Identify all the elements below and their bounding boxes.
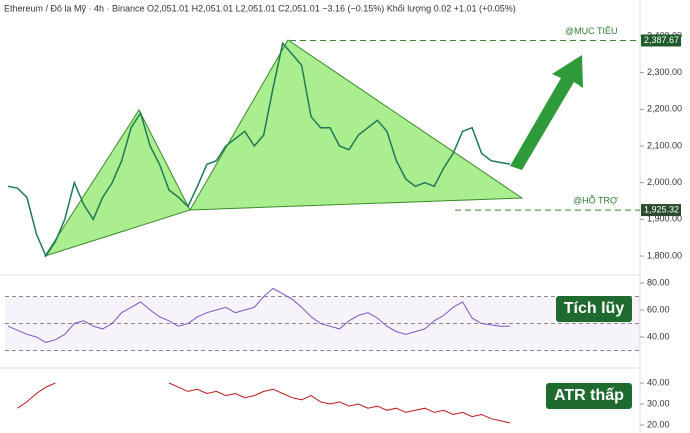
- y-tick-label: 1,800.00: [647, 250, 682, 260]
- y-tick-label: 1,900.00: [647, 214, 682, 224]
- annotation-box: [546, 383, 632, 409]
- series-line: [17, 382, 511, 424]
- y-tick-label: 2,300.00: [647, 67, 682, 77]
- series-line: [7, 287, 510, 343]
- price-box: [641, 34, 681, 47]
- y-tick-label: 30.00: [647, 398, 670, 408]
- price-line-name: @MỤC TIÊU: [565, 26, 617, 36]
- y-tick-label: 60.00: [647, 304, 670, 314]
- target-arrow: [510, 55, 583, 170]
- pattern-triangle: [43, 108, 191, 257]
- y-tick-label: 2,000.00: [647, 177, 682, 187]
- header: Ethereum / Đô la Mỹ · 4h · Binance O2,05…: [4, 3, 516, 13]
- y-tick-label: 40.00: [647, 377, 670, 387]
- price-label: 2,387.67: [644, 35, 679, 45]
- price-box: [641, 204, 681, 217]
- y-tick-label: 80.00: [647, 277, 670, 287]
- pattern-triangle: [189, 39, 524, 211]
- price-label: 1,925.32: [644, 204, 679, 214]
- series-line: [7, 41, 511, 258]
- annotation: Tích lũy: [564, 300, 625, 317]
- y-tick-label: 40.00: [647, 331, 670, 341]
- annotation-box: [556, 296, 632, 322]
- y-tick-label: 2,100.00: [647, 140, 682, 150]
- annotation: ATR thấp: [554, 387, 624, 404]
- y-tick-label: 2,200.00: [647, 104, 682, 114]
- y-tick-label: 20.00: [647, 419, 670, 429]
- price-line-name: @HỖ TRỢ: [573, 194, 618, 205]
